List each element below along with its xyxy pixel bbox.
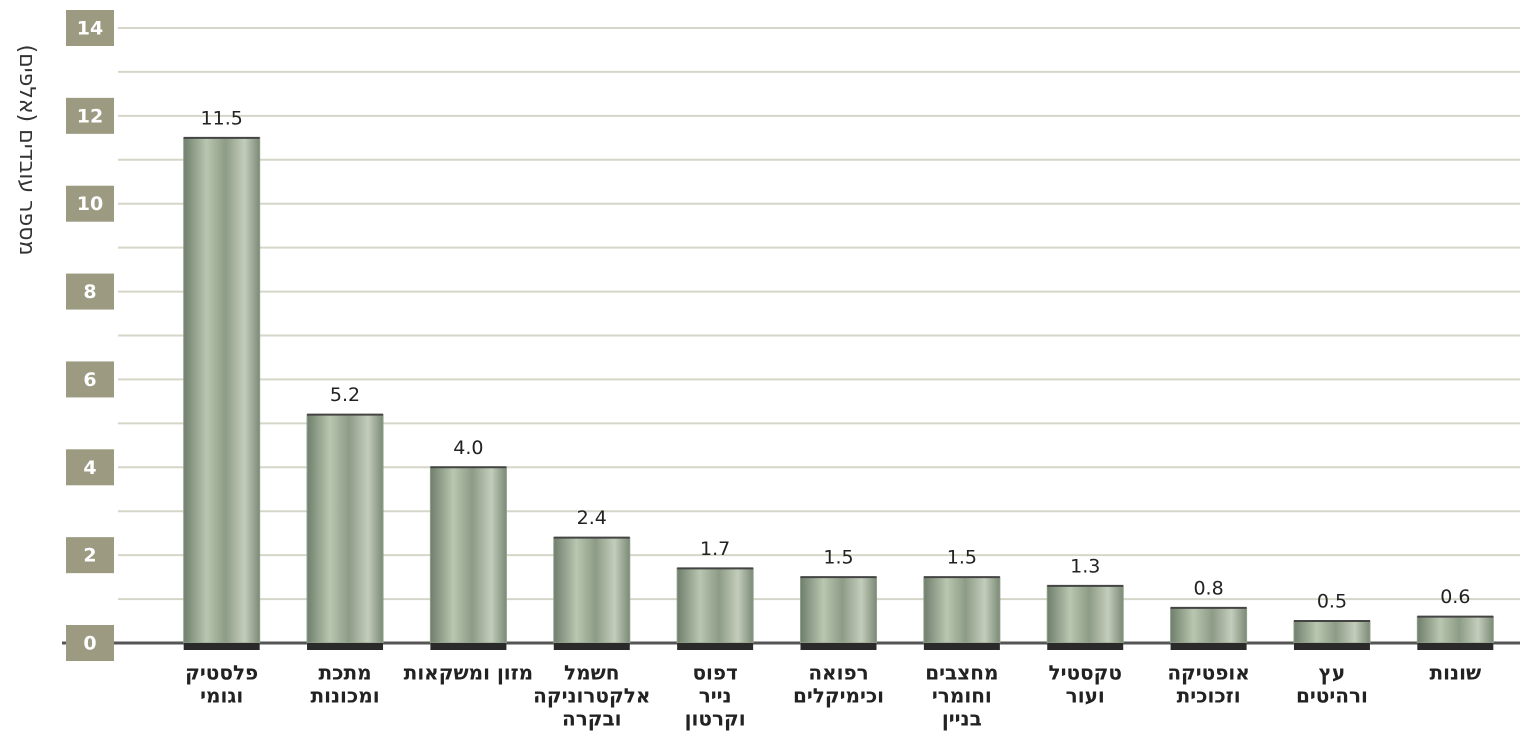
bar-base [1047,643,1124,650]
bar-base [677,643,754,650]
x-tick-label: וגומי [200,684,243,708]
y-axis-label: מספר עובדים (אלפים) [14,44,39,255]
x-tick-label: בניין [942,707,982,731]
bar-base [553,643,630,650]
value-label: 5.2 [330,384,360,406]
x-tick-label: ומכונות [310,684,379,708]
bar [923,576,1001,644]
x-tick-label: חשמל [564,661,619,685]
y-tick-box [66,625,114,661]
x-tick-label: נייר [699,684,732,708]
x-tick-label: מתכת [318,661,371,685]
y-tick-box [66,537,114,574]
value-label: 4.0 [453,437,483,459]
x-tick-label: ועור [1066,684,1105,708]
bar [429,466,507,644]
x-tick-label: וחומרי [932,684,992,708]
value-label: 11.5 [201,107,243,129]
bar [1293,620,1371,644]
bar [1046,585,1124,644]
x-tick-label: אופטיקה [1167,661,1250,685]
y-tick-box [66,449,114,486]
x-tick-label: עץ [1319,661,1346,685]
x-tick-label: מחצבים [925,661,998,685]
x-tick-label: וכימיקלים [793,684,884,708]
bar [676,567,754,644]
y-tick-label: 12 [77,105,103,127]
y-tick-label: 0 [83,633,96,655]
bar-base [800,643,877,650]
bar-base [1417,643,1494,650]
value-label: 0.8 [1193,577,1223,599]
y-tick-box [66,97,114,134]
x-tick-label: פלסטיק [185,661,258,685]
bar-base [923,643,1000,650]
y-tick-label: 4 [83,457,96,479]
x-tick-label: דפוס [692,661,737,685]
x-tick-label: שונות [1430,661,1482,685]
y-tick-box [66,10,114,46]
x-tick-label: וקרטון [685,707,746,731]
value-label: 1.5 [823,547,853,569]
bar [553,537,631,644]
x-tick-label: וזכוכית [1177,684,1241,708]
x-tick-label: מזון ומשקאות [404,661,534,685]
x-tick-label: ורהיטים [1296,684,1368,708]
x-tick-label: ובקרה [562,707,622,731]
bar [800,576,877,644]
bar-base [183,643,260,650]
value-label: 1.5 [947,547,977,569]
value-label: 1.3 [1070,555,1100,577]
value-label: 1.7 [700,538,730,560]
y-tick-label: 14 [77,18,103,40]
value-label: 2.4 [577,507,607,529]
bar-base [1293,643,1370,650]
y-tick-label: 6 [83,369,96,391]
bar [1170,607,1248,644]
bar-base [307,643,384,650]
x-tick-label: רפואה [808,661,868,685]
y-tick-label: 10 [77,193,103,215]
y-tick-label: 8 [83,281,96,303]
value-label: 0.6 [1440,586,1470,608]
bar-base [1170,643,1247,650]
y-tick-label: 2 [83,545,96,567]
bar-base [430,643,507,650]
value-label: 0.5 [1317,591,1347,613]
bar [306,414,384,644]
y-tick-box [66,361,114,398]
y-tick-box [66,273,114,310]
bar [1416,616,1494,644]
y-tick-box [66,185,114,222]
bar [183,137,261,644]
x-tick-label: אלקטרוניקה [533,684,650,708]
x-tick-label: טקסטיל [1048,661,1121,685]
